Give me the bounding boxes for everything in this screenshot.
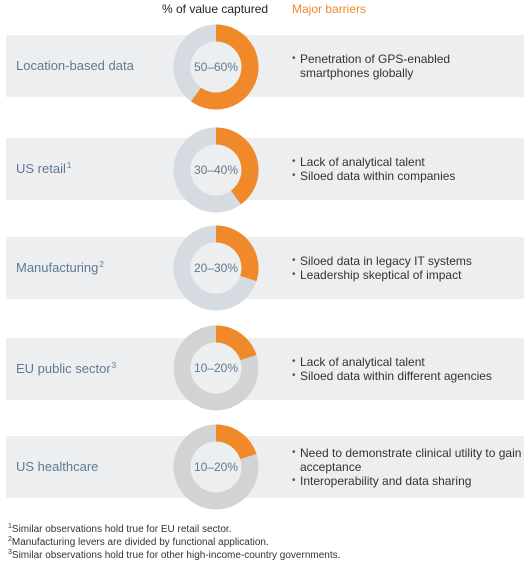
donut-value-label: 20–30%: [193, 261, 239, 275]
donut-chart: 20–30%: [171, 223, 261, 313]
footnote-text: Similar observations hold true for other…: [11, 550, 341, 561]
sector-label-text: Manufacturing: [16, 260, 99, 275]
footnote-text: Manufacturing levers are divided by func…: [11, 537, 269, 548]
footnote: 1Similar observations hold true for EU r…: [8, 523, 340, 536]
donut-segment: [215, 325, 257, 361]
barrier-item: Siloed data within different agencies: [292, 369, 522, 383]
barrier-list: Siloed data in legacy IT systems Leaders…: [292, 237, 522, 299]
barrier-item: Lack of analytical talent: [292, 355, 522, 369]
barrier-list: Penetration of GPS-enabled smartphones g…: [292, 35, 522, 97]
sector-label: Location-based data: [16, 35, 134, 97]
donut-chart: 30–40%: [171, 125, 261, 215]
donut-chart: 10–20%: [171, 422, 261, 512]
barrier-item: Need to demonstrate clinical utility to …: [292, 446, 522, 474]
footnote-marker: 2: [8, 536, 12, 543]
barrier-item: Lack of analytical talent: [292, 155, 522, 169]
sector-row-manufacturing: Manufacturing2 Siloed data in legacy IT …: [6, 237, 524, 299]
barrier-list: Lack of analytical talent Siloed data wi…: [292, 338, 522, 400]
donut-svg: [173, 325, 259, 411]
donut-svg: [173, 225, 259, 311]
donut-chart: 10–20%: [171, 323, 261, 413]
donut-value-label: 50–60%: [193, 60, 239, 74]
donut-segment: [191, 24, 259, 110]
barrier-list: Lack of analytical talent Siloed data wi…: [292, 138, 522, 200]
donut-segment: [215, 127, 259, 205]
barrier-item: Siloed data within companies: [292, 169, 522, 183]
sector-label-text: EU public sector: [16, 361, 111, 376]
donut-value-label: 30–40%: [193, 163, 239, 177]
footnote: 3Similar observations hold true for othe…: [8, 549, 340, 562]
sector-row-us-retail: US retail1 Lack of analytical talent Sil…: [6, 138, 524, 200]
sector-row-eu-public-sector: EU public sector3 Lack of analytical tal…: [6, 338, 524, 400]
barrier-item: Penetration of GPS-enabled smartphones g…: [292, 52, 522, 80]
sector-label-text: Location-based data: [16, 58, 134, 73]
donut-svg: [173, 424, 259, 510]
donut-svg: [173, 24, 259, 110]
donut-segment: [215, 225, 259, 282]
donut-value-label: 10–20%: [193, 361, 239, 375]
sector-label-text: US retail: [16, 161, 66, 176]
footnote-text: Similar observations hold true for EU re…: [11, 524, 232, 535]
sector-row-location-based-data: Location-based data Penetration of GPS-e…: [6, 35, 524, 97]
sector-label: Manufacturing2: [16, 237, 104, 299]
footnote-marker: 3: [111, 361, 117, 370]
sector-label: EU public sector3: [16, 338, 116, 400]
footnotes: 1Similar observations hold true for EU r…: [8, 523, 340, 562]
footnote-marker: 3: [8, 549, 12, 556]
footnote: 2Manufacturing levers are divided by fun…: [8, 536, 340, 549]
sector-label: US retail1: [16, 138, 71, 200]
barrier-item: Leadership skeptical of impact: [292, 268, 522, 282]
donut-value-label: 10–20%: [193, 460, 239, 474]
barrier-item: Interoperability and data sharing: [292, 474, 522, 488]
sector-row-us-healthcare: US healthcare Need to demonstrate clinic…: [6, 436, 524, 498]
footnote-marker: 2: [99, 260, 104, 269]
sector-label: US healthcare: [16, 436, 98, 498]
donut-segment: [215, 424, 257, 460]
footnote-marker: 1: [8, 523, 12, 530]
barrier-item: Siloed data in legacy IT systems: [292, 254, 522, 268]
major-barriers-header: Major barriers: [292, 2, 367, 16]
value-captured-header: % of value captured: [162, 2, 269, 16]
sector-label-text: US healthcare: [16, 459, 99, 474]
donut-svg: [173, 127, 259, 213]
barrier-list: Need to demonstrate clinical utility to …: [292, 436, 522, 498]
donut-chart: 50–60%: [171, 22, 261, 112]
footnote-marker: 1: [66, 161, 72, 170]
